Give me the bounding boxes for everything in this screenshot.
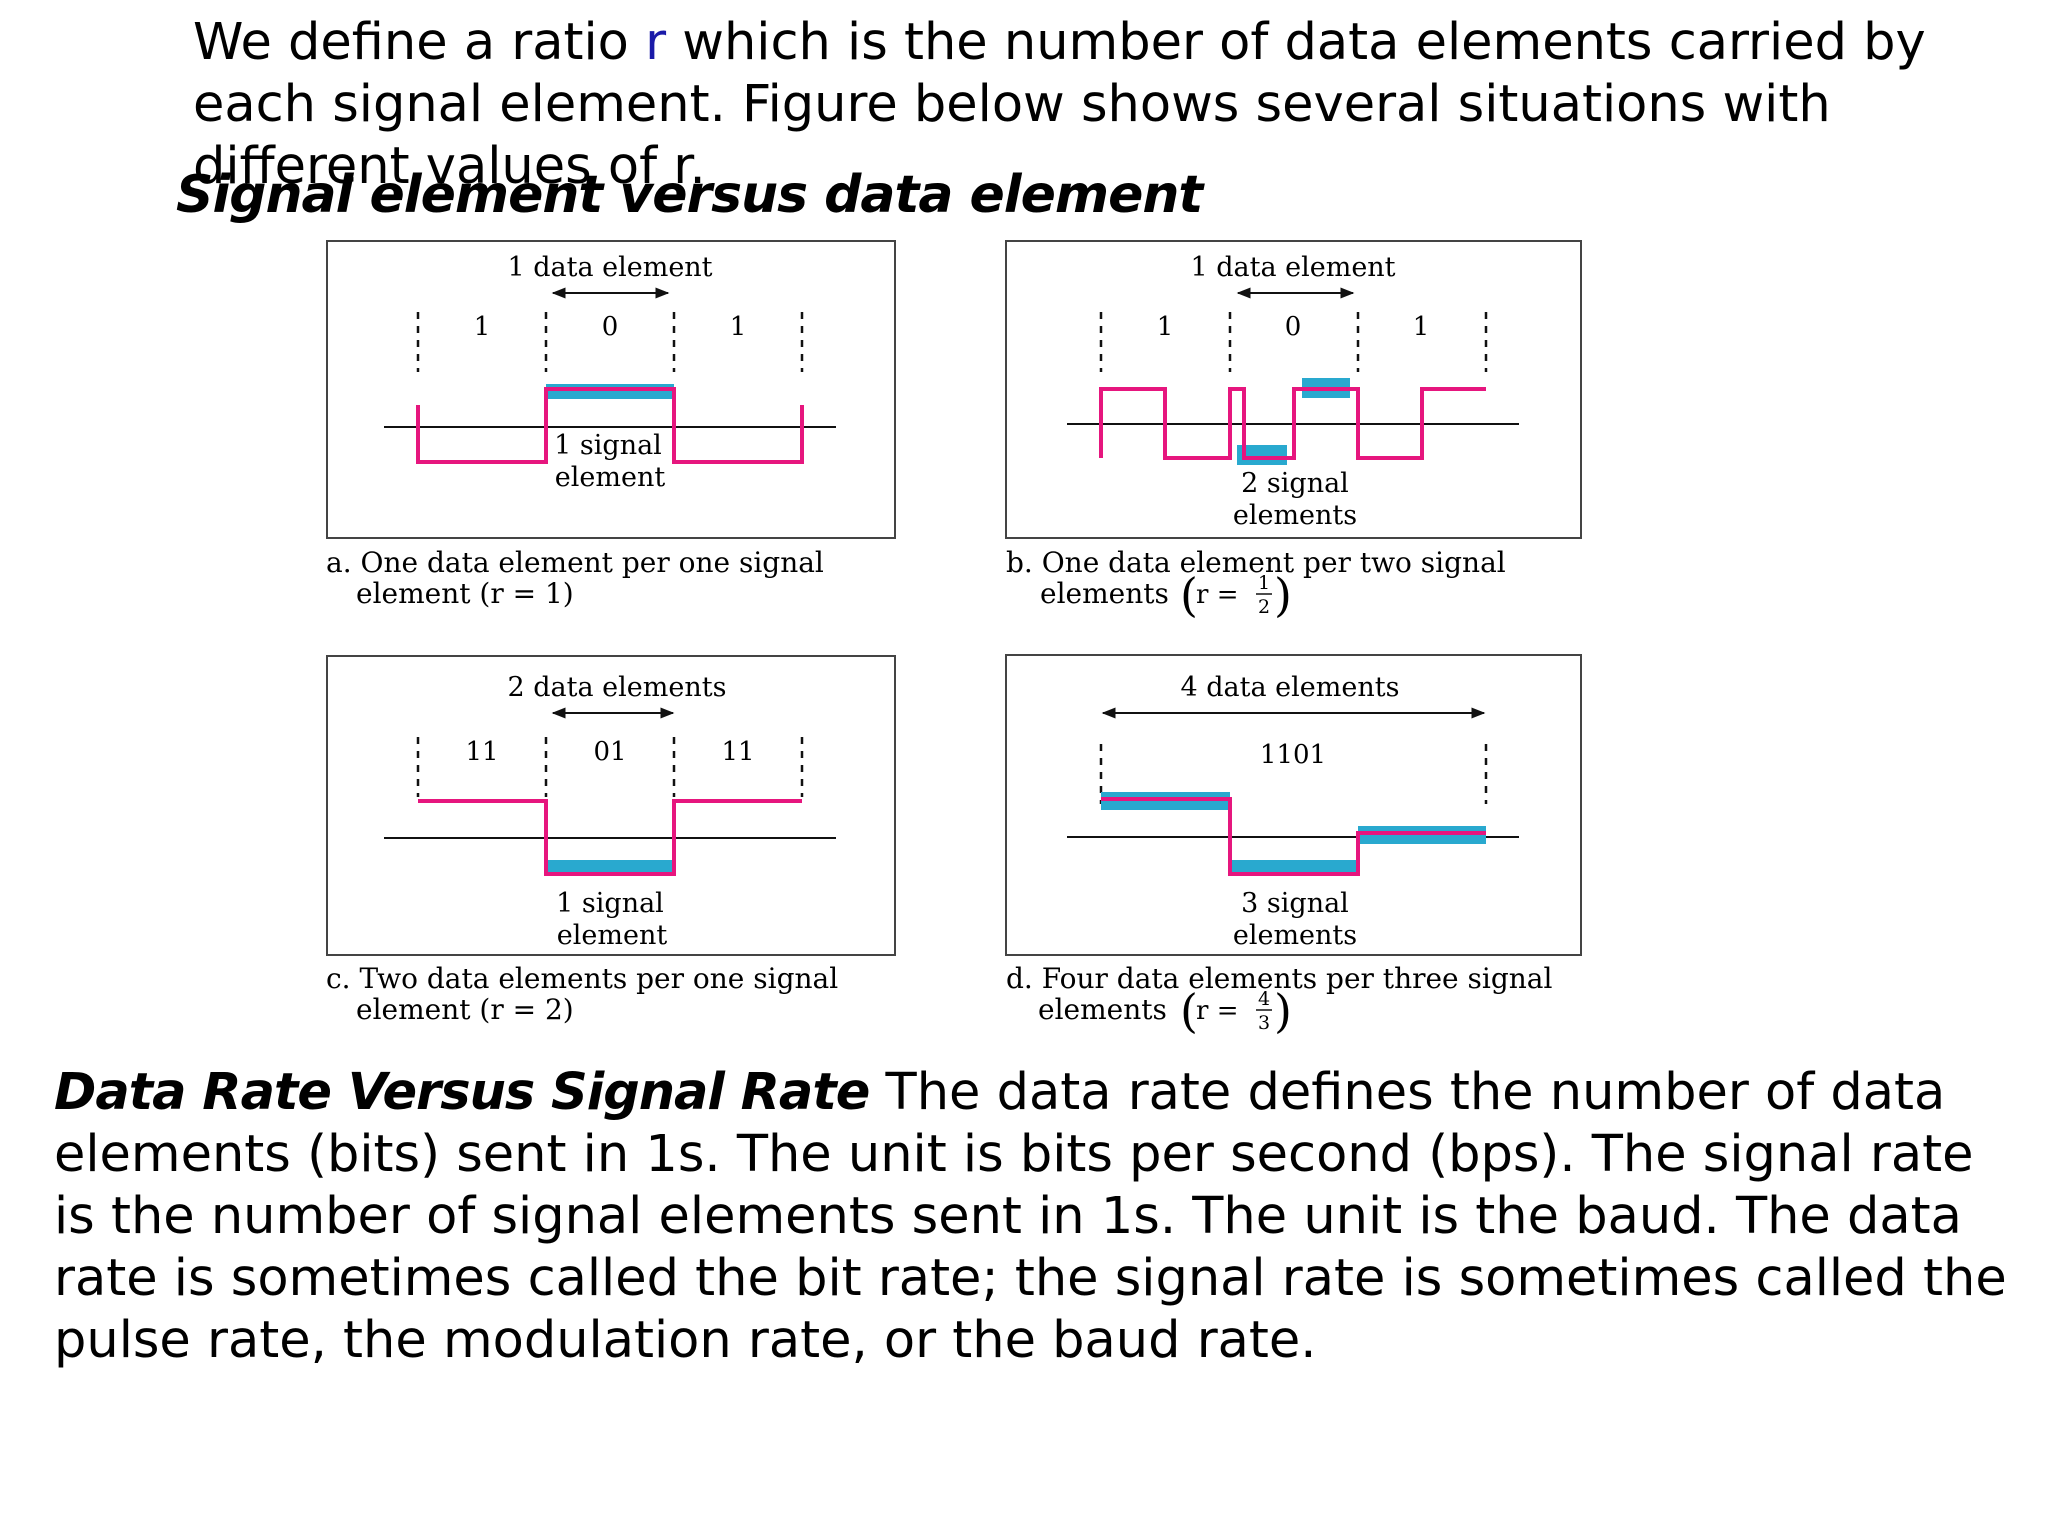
data-rate-text: The data rate defines the number of data… bbox=[54, 1063, 2007, 1370]
ratio-variable: r bbox=[645, 13, 667, 72]
panel-c-annotation-line2: element bbox=[557, 920, 668, 951]
panel-b-signal-waveform bbox=[1099, 387, 1486, 460]
panel-d-fraction-numerator: 4 bbox=[1258, 988, 1270, 1010]
panel-c-bits-1: 11 bbox=[465, 737, 498, 767]
panel-d-annotation-line2: elements bbox=[1233, 920, 1357, 951]
panel-b-bit-boundaries bbox=[1099, 312, 1488, 372]
panel-d-paren-close: ) bbox=[1274, 984, 1292, 1038]
panel-b-frame bbox=[1005, 240, 1582, 539]
panel-a-caption-line2: element (r = 1) bbox=[356, 577, 574, 610]
panel-c-top-label: 2 data elements bbox=[508, 672, 727, 703]
panel-c-signal-highlight bbox=[546, 860, 674, 875]
panel-c: 2 data elements 11 01 11 1 signal elemen… bbox=[326, 655, 896, 1026]
panel-d: 4 data elements 1101 3 signal elements d… bbox=[1005, 654, 1582, 1038]
data-rate-paragraph: Data Rate Versus Signal Rate The data ra… bbox=[54, 1062, 2029, 1372]
panel-b-paren-open: ( bbox=[1180, 568, 1198, 622]
panel-c-bit-boundaries bbox=[416, 737, 804, 797]
panel-a-bit-2: 0 bbox=[602, 312, 619, 342]
panel-a-caption-line1: a. One data element per one signal bbox=[326, 546, 824, 579]
panel-b-fraction-numerator: 1 bbox=[1258, 572, 1270, 594]
figure-title: Signal element versus data element bbox=[176, 165, 1203, 225]
panel-d-bits: 1101 bbox=[1260, 740, 1326, 770]
panel-d-top-label: 4 data elements bbox=[1181, 672, 1400, 703]
panel-b-annotation-line1: 2 signal bbox=[1241, 468, 1349, 499]
intro-paragraph: We define a ratio r which is the number … bbox=[193, 12, 2033, 198]
panel-a-top-label: 1 data element bbox=[507, 252, 712, 283]
panel-b-bit-1: 1 bbox=[1157, 312, 1174, 342]
run-in-heading: Data Rate Versus Signal Rate bbox=[54, 1063, 870, 1122]
panel-b-bit-2: 0 bbox=[1285, 312, 1302, 342]
panel-a-annotation-line1: 1 signal bbox=[554, 430, 662, 461]
panel-c-frame bbox=[326, 655, 896, 956]
panel-c-bits-3: 11 bbox=[721, 737, 754, 767]
panel-d-fraction-denominator: 3 bbox=[1258, 1012, 1270, 1034]
panel-b-bit-3: 1 bbox=[1413, 312, 1430, 342]
panel-d-caption-line2: elements bbox=[1038, 993, 1167, 1026]
panel-d-frame bbox=[1005, 654, 1582, 956]
panel-a-bit-1: 1 bbox=[474, 312, 491, 342]
panel-a-annotation-line2: element bbox=[555, 462, 666, 493]
panel-a-signal-highlight bbox=[546, 384, 674, 399]
panel-a-bit-boundaries bbox=[416, 312, 804, 372]
intro-text-before: We define a ratio bbox=[193, 13, 646, 72]
intro-text-after: which is the number of data elements car… bbox=[193, 13, 1926, 196]
panel-d-signal-waveform bbox=[1101, 797, 1486, 876]
panel-c-caption-line2: element (r = 2) bbox=[356, 993, 574, 1026]
panel-b-fraction-denominator: 2 bbox=[1258, 596, 1270, 618]
panel-d-caption-line1: d. Four data elements per three signal bbox=[1006, 962, 1552, 995]
panel-c-signal-waveform bbox=[418, 799, 802, 876]
panel-b-paren-close: ) bbox=[1274, 568, 1292, 622]
panel-a: 1 data element 1 0 1 1 signal element a.… bbox=[326, 240, 896, 610]
panel-c-caption-line1: c. Two data elements per one signal bbox=[326, 962, 838, 995]
panel-d-r-label: r = bbox=[1196, 996, 1238, 1026]
panel-c-bits-2: 01 bbox=[593, 737, 626, 767]
panel-b-annotation-line2: elements bbox=[1233, 500, 1357, 531]
panel-b-r-label: r = bbox=[1196, 580, 1238, 610]
panel-a-bit-3: 1 bbox=[730, 312, 747, 342]
panel-a-frame bbox=[326, 240, 896, 539]
panel-d-paren-open: ( bbox=[1180, 984, 1198, 1038]
panel-b-caption-line2: elements bbox=[1040, 577, 1169, 610]
panel-d-annotation-line1: 3 signal bbox=[1241, 888, 1349, 919]
panel-c-annotation-line1: 1 signal bbox=[556, 888, 664, 919]
panel-b: 1 data element 1 0 1 2 signal elements b… bbox=[1005, 240, 1582, 622]
panel-b-top-label: 1 data element bbox=[1190, 252, 1395, 283]
panel-a-signal-waveform bbox=[416, 387, 804, 464]
panel-b-caption-line1: b. One data element per two signal bbox=[1006, 546, 1506, 579]
panel-d-bit-boundaries bbox=[1099, 744, 1488, 804]
